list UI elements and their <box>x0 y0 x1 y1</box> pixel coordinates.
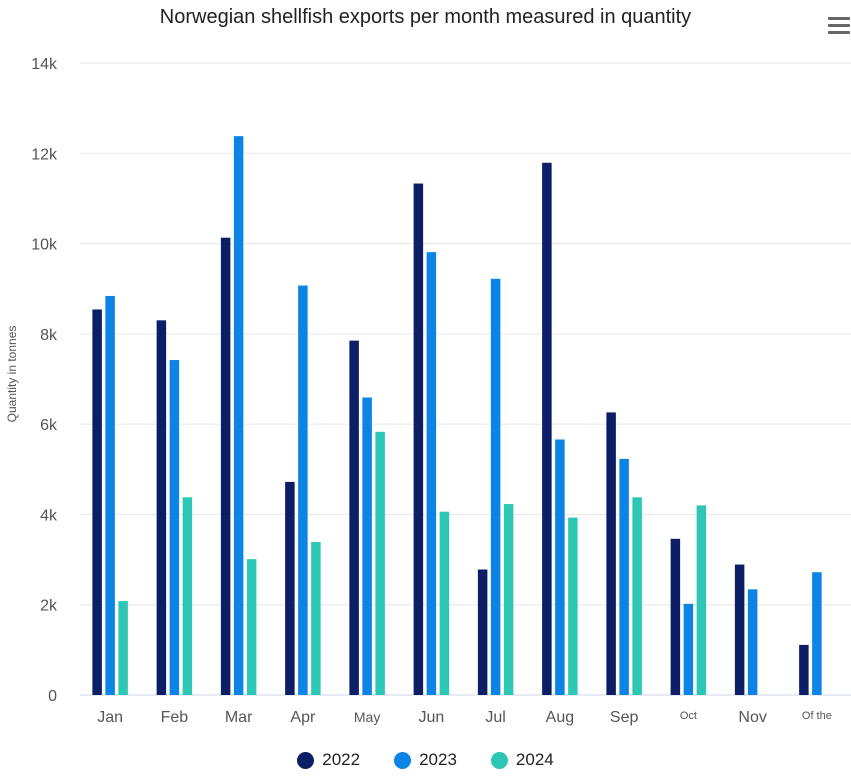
bar-2022-jun[interactable] <box>413 183 424 695</box>
x-tick-label: Oct <box>680 710 697 722</box>
y-axis-label: Quantity in tonnes <box>5 326 19 423</box>
y-tick-label: 4k <box>40 507 58 524</box>
legend-item-2024[interactable]: 2024 <box>490 750 554 770</box>
bar-2024-sep[interactable] <box>632 497 642 695</box>
bar-2023-may[interactable] <box>362 397 372 695</box>
y-tick-label: 6k <box>40 417 58 434</box>
bar-2022-of-the[interactable] <box>799 644 809 695</box>
x-tick-label: Jan <box>97 709 123 726</box>
bar-2023-of-the[interactable] <box>812 572 822 695</box>
legend-marker <box>490 751 508 769</box>
legend-label: 2023 <box>419 750 457 769</box>
hamburger-menu-icon-bar <box>828 31 850 34</box>
bar-2023-jun[interactable] <box>426 252 437 696</box>
legend-marker <box>297 751 315 769</box>
y-axis-ticks: 0 2k 4k 6k 8k 10k 12k 14k <box>31 56 58 705</box>
bar-2023-jan[interactable] <box>105 295 115 695</box>
legend-marker <box>394 751 412 769</box>
x-tick-label: Jun <box>418 709 444 726</box>
bar-2022-apr[interactable] <box>285 481 295 695</box>
bar-2024-feb[interactable] <box>182 497 193 695</box>
bar-2022-sep[interactable] <box>606 412 616 695</box>
bar-2022-nov[interactable] <box>734 564 745 695</box>
bar-2023-aug[interactable] <box>555 439 565 695</box>
y-tick-label: 10k <box>31 237 58 254</box>
bar-2024-jul[interactable] <box>503 504 514 695</box>
bar-2024-aug[interactable] <box>568 517 578 695</box>
x-tick-label: Of the <box>802 710 832 722</box>
legend-item-2023[interactable]: 2023 <box>394 750 457 770</box>
chart-title: Norwegian shellfish exports per month me… <box>159 6 692 28</box>
x-tick-label: May <box>354 709 380 725</box>
bar-2024-jun[interactable] <box>439 511 450 695</box>
bar-2024-may[interactable] <box>375 431 385 695</box>
x-tick-label: Mar <box>225 709 253 726</box>
x-axis-ticks: Jan Feb Mar Apr May Jun Jul Aug Sep Oct Nov Of the <box>97 709 832 726</box>
legend-label: 2024 <box>515 750 554 769</box>
bar-2024-mar[interactable] <box>246 559 257 695</box>
legend-label: 2022 <box>322 750 361 769</box>
bar-2023-apr[interactable] <box>298 285 308 695</box>
legend: 2022 2023 2024 <box>0 750 851 770</box>
bar-2023-nov[interactable] <box>747 589 758 695</box>
bar-2022-may[interactable] <box>349 340 359 695</box>
bar-2022-aug[interactable] <box>542 162 552 695</box>
bar-2022-jan[interactable] <box>92 309 102 695</box>
hamburger-menu-icon <box>828 17 850 20</box>
y-tick-label: 0 <box>48 688 57 705</box>
x-tick-label: Apr <box>290 709 316 726</box>
bar-2024-apr[interactable] <box>311 541 321 695</box>
y-tick-label: 14k <box>31 56 58 73</box>
x-tick-label: Nov <box>738 709 766 726</box>
bar-2022-mar[interactable] <box>220 237 231 695</box>
legend-item-2022[interactable]: 2022 <box>297 750 360 770</box>
bar-2022-jul[interactable] <box>477 569 488 695</box>
y-tick-label: 12k <box>31 146 58 163</box>
bar-2024-jan[interactable] <box>118 601 128 695</box>
chart-menu-button[interactable] <box>826 15 850 39</box>
x-tick-label: Aug <box>546 709 574 726</box>
bars <box>92 136 822 696</box>
bar-2023-mar[interactable] <box>233 136 244 696</box>
bar-2024-oct[interactable] <box>696 505 707 695</box>
bar-2022-feb[interactable] <box>156 320 167 695</box>
x-tick-label: Feb <box>161 709 189 726</box>
bar-2023-feb[interactable] <box>169 360 180 695</box>
y-tick-label: 2k <box>40 598 58 615</box>
x-tick-label: Jul <box>485 709 505 726</box>
bar-2023-oct[interactable] <box>683 603 694 695</box>
bar-2023-jul[interactable] <box>490 278 501 695</box>
bar-2023-sep[interactable] <box>619 458 629 695</box>
hamburger-menu-icon-bar <box>828 24 850 27</box>
x-tick-label: Sep <box>610 709 639 726</box>
gridlines <box>80 62 851 696</box>
y-tick-label: 8k <box>40 327 58 344</box>
bar-2022-oct[interactable] <box>670 538 681 695</box>
